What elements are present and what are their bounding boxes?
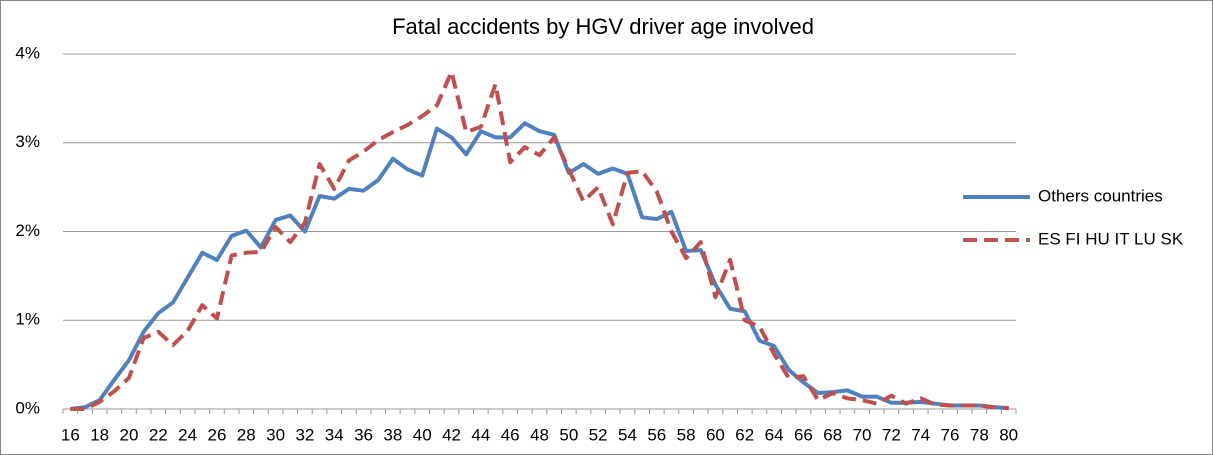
x-tick-label: 64	[765, 425, 784, 444]
x-tick-label: 60	[706, 425, 725, 444]
x-tick-label: 26	[207, 425, 226, 444]
x-tick-label: 80	[999, 425, 1018, 444]
x-tick-label: 22	[149, 425, 168, 444]
x-tick-label: 50	[559, 425, 578, 444]
legend-label: ES FI HU IT LU SK	[1038, 229, 1184, 248]
x-tick-label: 68	[823, 425, 842, 444]
x-tick-label: 30	[266, 425, 285, 444]
x-tick-label: 38	[383, 425, 402, 444]
y-tick-label: 2%	[15, 221, 40, 240]
legend-label: Others countries	[1038, 186, 1163, 205]
x-tick-label: 34	[325, 425, 344, 444]
x-tick-label: 54	[618, 425, 637, 444]
x-tick-label: 20	[120, 425, 139, 444]
x-tick-label: 28	[237, 425, 256, 444]
x-tick-label: 32	[295, 425, 314, 444]
line-series	[70, 69, 1009, 411]
x-tick-label: 24	[178, 425, 197, 444]
x-tick-label: 78	[970, 425, 989, 444]
x-tick-label: 46	[501, 425, 520, 444]
line-series	[70, 121, 1009, 411]
y-tick-label: 1%	[15, 310, 40, 329]
y-tick-label: 4%	[15, 43, 40, 62]
x-tick-label: 58	[677, 425, 696, 444]
y-tick-label: 0%	[15, 398, 40, 417]
x-tick-label: 40	[413, 425, 432, 444]
x-tick-label: 66	[794, 425, 813, 444]
x-tick-label: 16	[61, 425, 80, 444]
x-tick-label: 76	[941, 425, 960, 444]
x-tick-label: 48	[530, 425, 549, 444]
x-tick-label: 56	[647, 425, 666, 444]
x-tick-label: 62	[735, 425, 754, 444]
x-tick-label: 74	[911, 425, 930, 444]
x-tick-label: 52	[589, 425, 608, 444]
y-tick-label: 3%	[15, 132, 40, 151]
x-tick-label: 72	[882, 425, 901, 444]
x-tick-label: 70	[853, 425, 872, 444]
x-tick-label: 44	[471, 425, 490, 444]
x-tick-label: 42	[442, 425, 461, 444]
x-tick-label: 36	[354, 425, 373, 444]
chart-title: Fatal accidents by HGV driver age involv…	[392, 14, 814, 39]
x-tick-label: 18	[90, 425, 109, 444]
